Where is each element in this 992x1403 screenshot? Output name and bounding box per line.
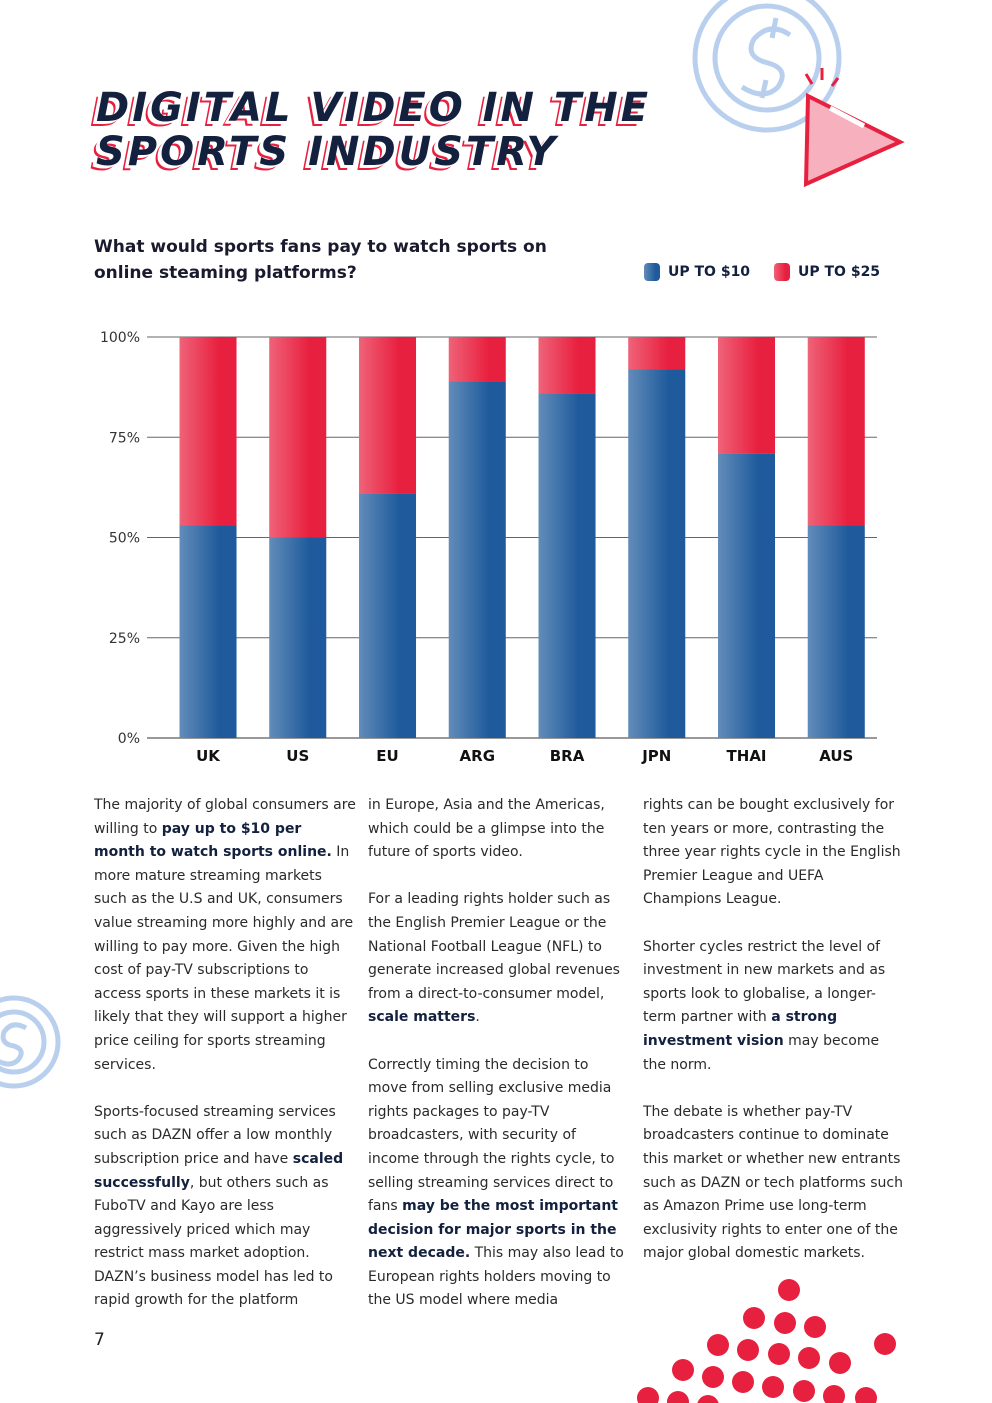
page-title: DIGITAL VIDEO IN THE SPORTS INDUSTRY bbox=[96, 86, 651, 174]
paragraph: in Europe, Asia and the Americas, which … bbox=[368, 794, 630, 865]
text-run: The debate is whether pay-TV broadcaster… bbox=[643, 1103, 903, 1262]
coin-left bbox=[0, 995, 61, 1089]
paragraph: Sports-focused streaming services such a… bbox=[94, 1101, 356, 1313]
dot-pattern bbox=[637, 1279, 896, 1403]
bar-shine bbox=[359, 493, 417, 738]
legend-swatch bbox=[644, 263, 660, 281]
paragraph: The debate is whether pay-TV broadcaster… bbox=[643, 1101, 905, 1266]
legend-label: UP TO $25 bbox=[798, 264, 881, 280]
bar-shine bbox=[718, 453, 776, 738]
y-tick-label: 50% bbox=[109, 531, 140, 547]
paragraph: rights can be bought exclusively for ten… bbox=[643, 794, 905, 912]
legend-label: UP TO $10 bbox=[668, 264, 751, 280]
bar-shine bbox=[628, 369, 686, 738]
paragraph: Correctly timing the decision to move fr… bbox=[368, 1054, 630, 1314]
text-run: rights can be bought exclusively for ten… bbox=[643, 797, 901, 908]
bar-shine bbox=[448, 337, 506, 382]
x-tick-label: US bbox=[286, 747, 309, 765]
x-tick-label: UK bbox=[196, 747, 221, 765]
bar-shine bbox=[628, 337, 686, 370]
x-tick-label: JPN bbox=[641, 747, 671, 765]
emphasis: a strong investment vision bbox=[643, 1009, 838, 1049]
text-run: . bbox=[475, 1009, 480, 1026]
chart: 0% 25% 50% 75% 100% UK US EU ARG BRA JPN THAI AUS bbox=[100, 330, 877, 765]
bar-shine bbox=[269, 537, 327, 738]
emphasis: pay up to $10 per month to watch sports … bbox=[94, 820, 332, 861]
legend-item: UP TO $10 bbox=[644, 262, 750, 282]
x-tick-label: EU bbox=[376, 747, 398, 765]
text-run: Sports-focused streaming services such a… bbox=[94, 1103, 336, 1167]
text-run: , but others such as FuboTV and Kayo are… bbox=[94, 1174, 333, 1309]
title-line: SPORTS INDUSTRY bbox=[96, 129, 559, 175]
text-run: For a leading rights holder such as the … bbox=[368, 891, 620, 1002]
y-tick-label: 0% bbox=[118, 731, 140, 747]
x-tick-label: ARG bbox=[460, 747, 495, 765]
paragraph: The majority of global consumers are wil… bbox=[94, 794, 356, 1077]
bar-shine bbox=[538, 337, 596, 394]
text-column: in Europe, Asia and the Americas, which … bbox=[368, 794, 630, 1337]
x-tick-label: BRA bbox=[550, 747, 585, 765]
text-run: This may also lead to European rights ho… bbox=[368, 1245, 624, 1309]
bar-shine bbox=[807, 337, 865, 526]
x-tick-label: AUS bbox=[819, 747, 853, 765]
text-run: may become the norm. bbox=[643, 1032, 880, 1073]
bar-shine bbox=[179, 337, 237, 526]
bar-shine bbox=[538, 393, 596, 738]
page-number: 7 bbox=[94, 1330, 105, 1350]
bar-shine bbox=[359, 337, 417, 494]
paragraph: Shorter cycles restrict the level of inv… bbox=[643, 936, 905, 1078]
play-triangle bbox=[803, 68, 905, 188]
y-tick-label: 100% bbox=[100, 330, 140, 346]
emphasis: may be the most important decision for m… bbox=[368, 1198, 618, 1262]
bar-shine bbox=[269, 337, 327, 538]
text-run: The majority of global consumers are wil… bbox=[94, 797, 356, 837]
text-run: Shorter cycles restrict the level of inv… bbox=[643, 938, 886, 1026]
paragraph: For a leading rights holder such as the … bbox=[368, 888, 630, 1030]
emphasis: scale matters bbox=[368, 1009, 476, 1026]
text-column: The majority of global consumers are wil… bbox=[94, 794, 356, 1337]
text-column: rights can be bought exclusively for ten… bbox=[643, 794, 905, 1289]
title-line: DIGITAL VIDEO IN THE bbox=[96, 85, 652, 131]
bar-shine bbox=[179, 525, 237, 738]
text-run: in Europe, Asia and the Americas, which … bbox=[368, 797, 605, 861]
emphasis: scaled successfully bbox=[94, 1150, 344, 1191]
legend-item: UP TO $25 bbox=[774, 262, 880, 282]
text-run: Correctly timing the decision to move fr… bbox=[368, 1056, 615, 1215]
bar-shine bbox=[807, 525, 865, 738]
chart-title: What would sports fans pay to watch spor… bbox=[94, 237, 547, 283]
bar-shine bbox=[448, 381, 506, 738]
bar-shine bbox=[718, 337, 776, 454]
coin-top bbox=[692, 0, 842, 133]
y-tick-label: 75% bbox=[109, 430, 140, 446]
text-run: In more mature streaming markets such as… bbox=[94, 844, 354, 1073]
x-tick-label: THAI bbox=[727, 747, 767, 765]
y-tick-label: 25% bbox=[109, 631, 140, 647]
legend-swatch bbox=[774, 263, 790, 281]
